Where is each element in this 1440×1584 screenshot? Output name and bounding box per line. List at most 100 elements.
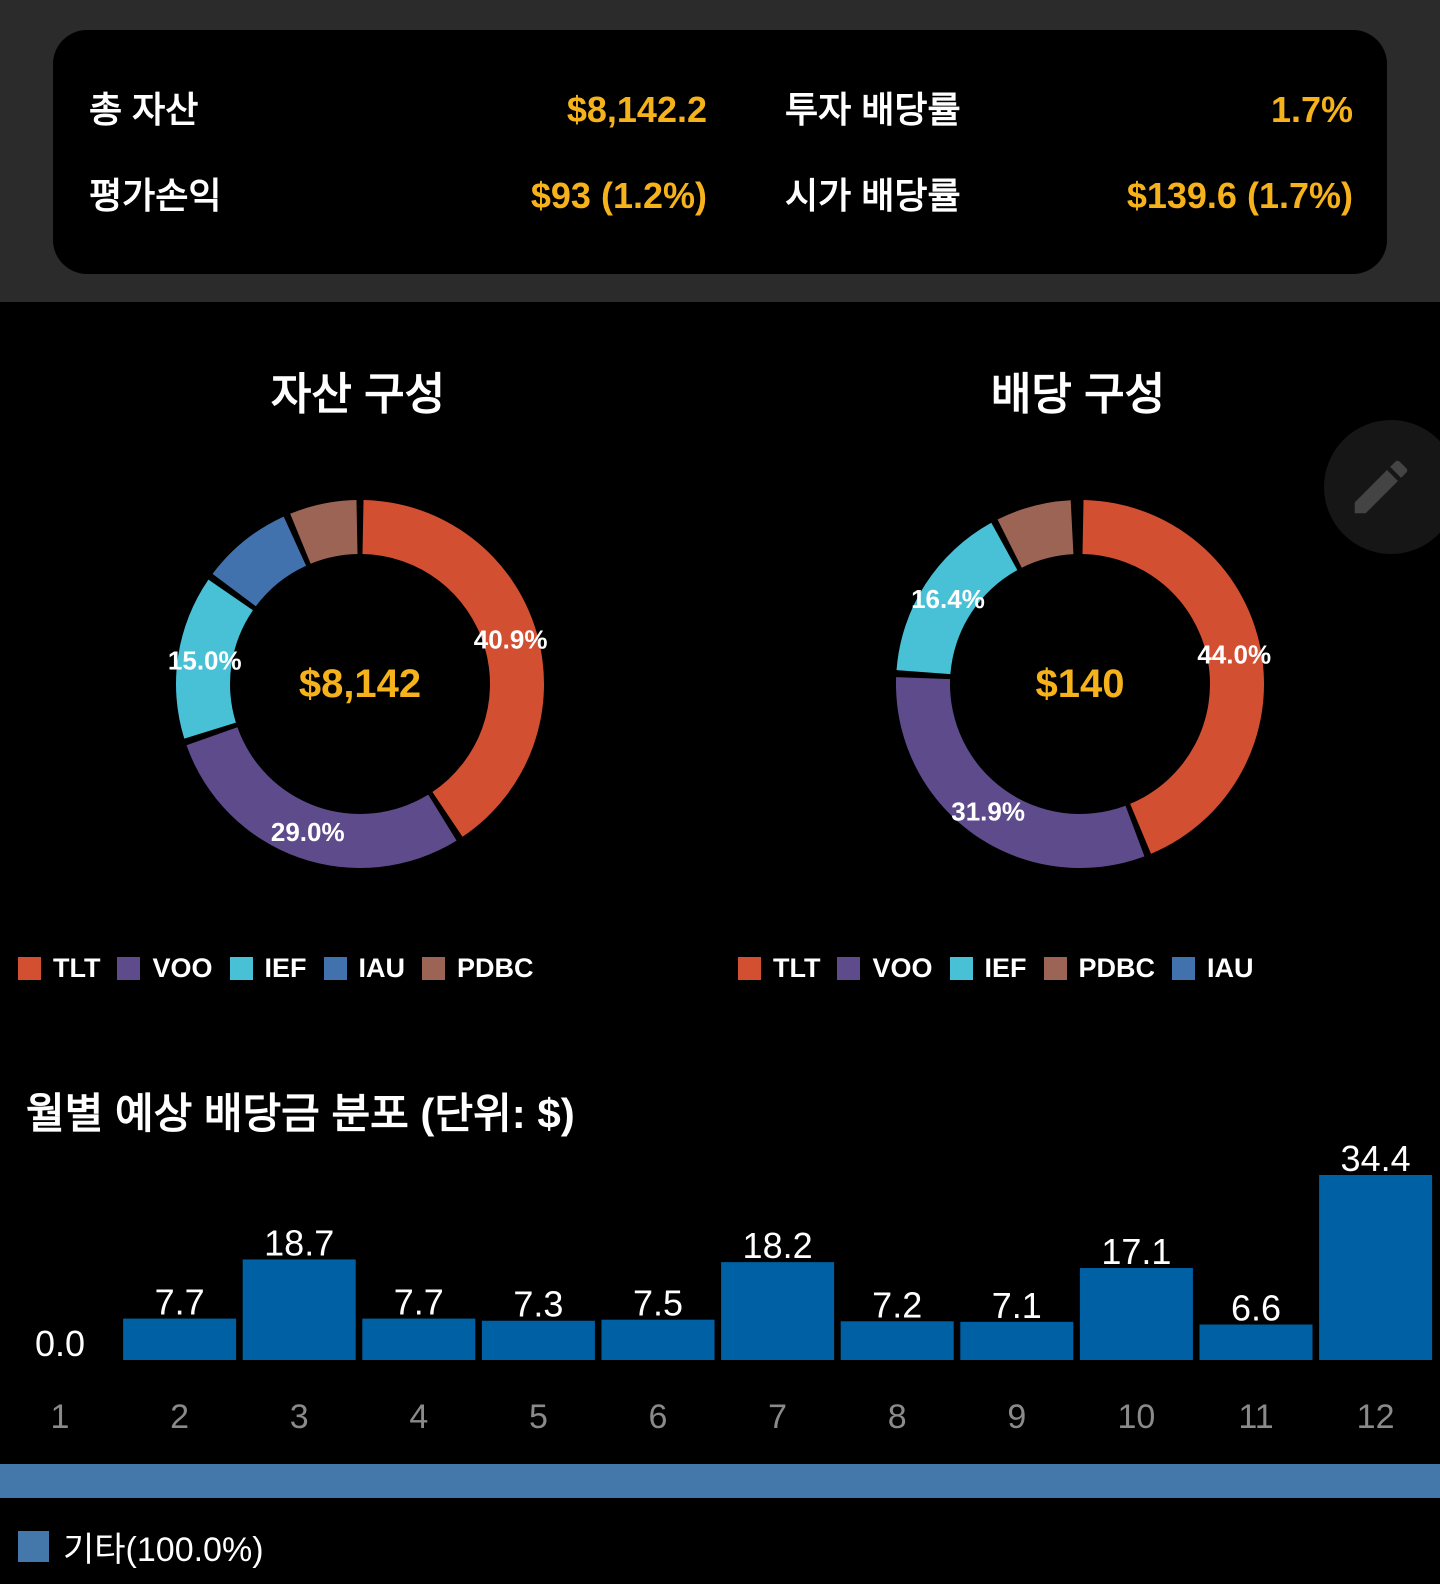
summary-row-1: 총 자산 $8,142.2 투자 배당률 1.7%	[53, 80, 1387, 140]
bar-month-9	[960, 1321, 1074, 1360]
pnl-value: $93 (1.2%)	[530, 175, 707, 216]
x-tick-label-11: 11	[1238, 1398, 1273, 1436]
bar-value-label-9: 7.1	[992, 1285, 1042, 1326]
asset-legend-item-pdbc: PDBC	[422, 953, 534, 984]
edit-button[interactable]	[1324, 420, 1440, 554]
x-tick-label-5: 5	[529, 1398, 548, 1436]
other-legend-label: 기타(100.0%)	[63, 1531, 264, 1569]
asset-legend-item-ief: IEF	[229, 953, 307, 984]
dividend-pie-slice-label-ief: 16.4%	[911, 584, 985, 614]
dividend-legend-label-tlt: TLT	[773, 953, 821, 983]
dividend-pie-slice-label-voo: 31.9%	[951, 796, 1025, 826]
asset-legend-swatch-pdbc	[422, 957, 446, 980]
asset-pie-slice-iau	[212, 516, 307, 607]
dividend-pie-slice-pdbc	[997, 500, 1074, 568]
monthly-chart-title: 월별 예상 배당금 분포 (단위: $)	[26, 1090, 575, 1137]
dividend-legend-item-voo: VOO	[837, 953, 933, 984]
bar-value-label-5: 7.3	[513, 1284, 563, 1325]
bar-month-7	[721, 1262, 835, 1360]
bar-value-label-12: 34.4	[1341, 1138, 1411, 1179]
x-tick-label-6: 6	[649, 1398, 668, 1436]
x-tick-label-2: 2	[170, 1398, 189, 1436]
bar-value-label-11: 6.6	[1231, 1288, 1281, 1329]
bar-month-3	[242, 1259, 356, 1360]
invest-yield-label: 투자 배당률	[785, 89, 961, 130]
asset-legend-swatch-iau	[323, 957, 347, 980]
asset-legend-label-tlt: TLT	[53, 953, 101, 983]
dividend-pie-slice-tlt	[1082, 500, 1264, 854]
x-tick-label-12: 12	[1357, 1398, 1395, 1436]
total-assets-label: 총 자산	[89, 89, 199, 130]
asset-pie-slice-ief	[176, 579, 253, 739]
dividend-legend-swatch-voo	[837, 957, 861, 980]
dividend-pie-legend: TLT VOO IEF PDBC IAU	[738, 953, 1271, 984]
market-yield-label: 시가 배당률	[785, 175, 961, 216]
asset-pie-slice-label-ief: 15.0%	[168, 645, 242, 675]
asset-pie-chart: 40.9% 29.0% 15.0%	[168, 500, 548, 868]
bar-value-label-8: 7.2	[872, 1284, 922, 1325]
invest-yield-value: 1.7%	[1270, 89, 1353, 130]
dividend-legend-swatch-pdbc	[1043, 957, 1067, 980]
bar-month-6	[601, 1319, 715, 1360]
bar-value-label-2: 7.7	[155, 1282, 205, 1323]
asset-legend-label-pdbc: PDBC	[457, 953, 534, 983]
dividend-legend-swatch-tlt	[738, 957, 761, 980]
asset-pie-slice-pdbc	[290, 500, 358, 564]
asset-pie-slice-voo	[186, 727, 457, 868]
dividend-legend-swatch-iau	[1172, 957, 1196, 980]
bar-month-10	[1079, 1268, 1193, 1360]
market-yield-value: $139.6 (1.7%)	[1126, 175, 1353, 216]
bottom-legend: 기타(100.0%)	[18, 1522, 264, 1571]
asset-pie-slice-tlt	[362, 500, 545, 837]
dividend-legend-item-ief: IEF	[949, 953, 1027, 984]
bar-value-label-3: 18.7	[264, 1222, 334, 1263]
dividend-legend-item-tlt: TLT	[738, 953, 820, 984]
dividend-legend-swatch-ief	[949, 957, 973, 980]
asset-legend-item-tlt: TLT	[18, 953, 100, 984]
asset-pie-slice-label-tlt: 40.9%	[474, 625, 548, 655]
bar-month-5	[481, 1320, 595, 1360]
x-tick-label-1: 1	[51, 1398, 70, 1436]
other-legend-swatch	[18, 1531, 49, 1562]
asset-legend-item-iau: IAU	[323, 953, 405, 984]
asset-pie-legend: TLT VOO IEF IAU PDBC	[18, 953, 551, 984]
asset-legend-swatch-tlt	[18, 957, 41, 980]
dividend-legend-label-pdbc: PDBC	[1078, 953, 1156, 983]
dividend-legend-label-iau: IAU	[1207, 953, 1254, 983]
bar-month-4	[362, 1318, 476, 1360]
dividend-legend-label-ief: IEF	[984, 953, 1027, 983]
dividend-legend-item-iau: IAU	[1172, 953, 1254, 984]
x-tick-label-8: 8	[888, 1398, 907, 1436]
bar-value-label-4: 7.7	[394, 1282, 444, 1323]
dividend-legend-item-pdbc: PDBC	[1043, 953, 1156, 984]
x-tick-label-7: 7	[768, 1398, 787, 1436]
pencil-icon	[1354, 460, 1408, 514]
monthly-bar-chart: 0.0 1 7.7 2 18.7 3 7.7 4 7.3 5 7.5 6 18.2 7 7.2 8 7.1 9 17…	[35, 1138, 1433, 1436]
bar-month-2	[123, 1318, 237, 1360]
dividend-pie-slice-ief	[896, 522, 1018, 675]
bar-month-12	[1319, 1175, 1433, 1360]
dividend-pie-title: 배당 구성	[990, 370, 1166, 419]
other-bar	[0, 1464, 1440, 1498]
dividend-pie-slice-label-tlt: 44.0%	[1197, 640, 1271, 670]
x-tick-label-10: 10	[1117, 1398, 1155, 1436]
bar-value-label-10: 17.1	[1101, 1231, 1171, 1272]
summary-row-2: 평가손익 $93 (1.2%) 시가 배당률 $139.6 (1.7%)	[53, 166, 1387, 226]
bar-value-label-6: 7.5	[633, 1283, 683, 1324]
asset-legend-swatch-voo	[117, 957, 141, 980]
asset-pie-title: 자산 구성	[270, 370, 446, 419]
asset-legend-swatch-ief	[229, 957, 253, 980]
dividend-legend-label-voo: VOO	[872, 953, 933, 983]
total-assets-value: $8,142.2	[566, 89, 707, 130]
dividend-pie-chart: 44.0% 31.9% 16.4%	[896, 500, 1271, 868]
x-tick-label-4: 4	[409, 1398, 428, 1436]
bar-month-8	[840, 1321, 954, 1360]
asset-pie-slice-label-voo: 29.0%	[271, 817, 345, 847]
summary-card: 총 자산 $8,142.2 투자 배당률 1.7% 평가손익 $93 (1.2%…	[53, 30, 1387, 274]
bar-value-label-1: 0.0	[35, 1323, 85, 1364]
asset-legend-label-ief: IEF	[264, 953, 307, 983]
x-tick-label-9: 9	[1007, 1398, 1026, 1436]
bar-value-label-7: 18.2	[743, 1225, 813, 1266]
x-tick-label-3: 3	[290, 1398, 309, 1436]
pnl-label: 평가손익	[89, 175, 222, 216]
